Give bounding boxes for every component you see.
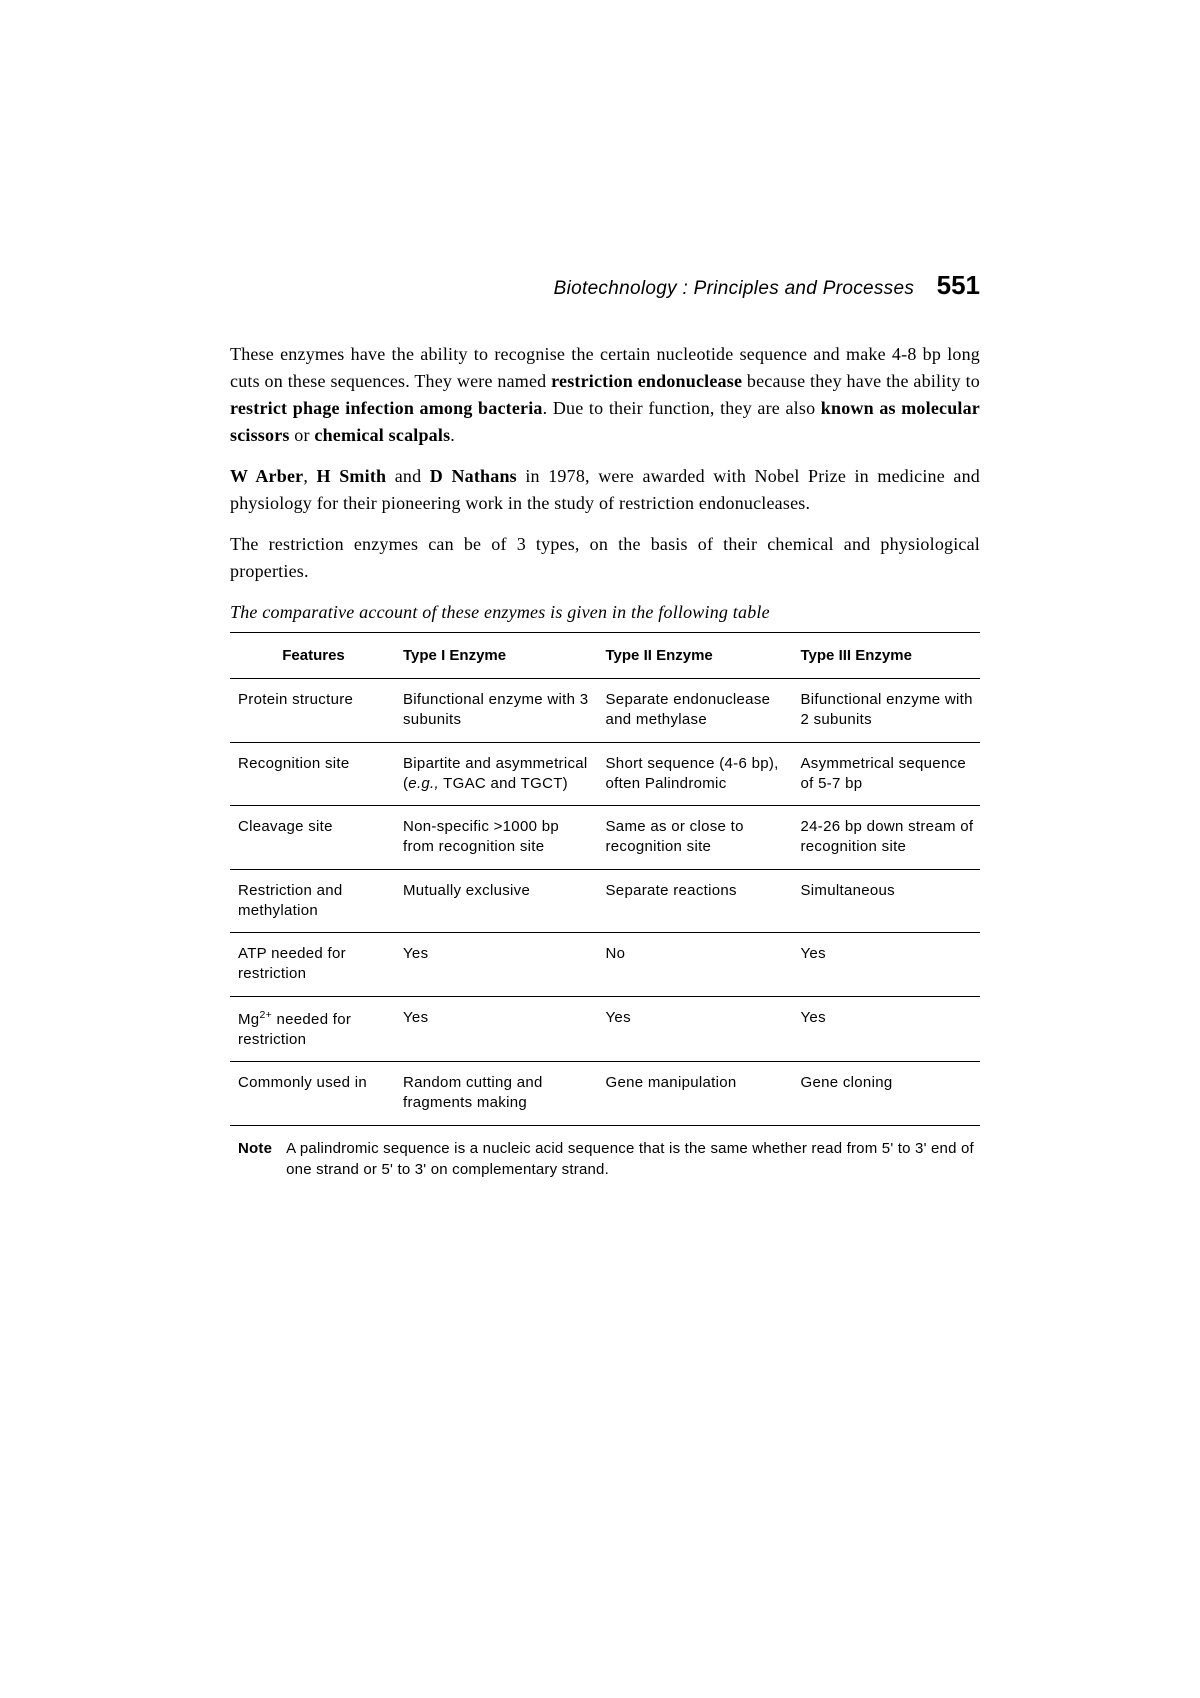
th-type1: Type I Enzyme (395, 633, 598, 679)
cell-feature: Restriction and methylation (230, 869, 395, 933)
note-text: A palindromic sequence is a nucleic acid… (286, 1138, 980, 1180)
page-header: Biotechnology : Principles and Processes… (230, 270, 980, 301)
p2-bold3: D Nathans (430, 466, 517, 486)
cell-feature: Cleavage site (230, 806, 395, 870)
table-row: Cleavage site Non-specific >1000 bp from… (230, 806, 980, 870)
cell-type3: Simultaneous (793, 869, 981, 933)
p2-bold1: W Arber (230, 466, 303, 486)
cell-type3: Yes (793, 996, 981, 1062)
cell-type1: Bifunctional enzyme with 3 subunits (395, 679, 598, 743)
th-type3: Type III Enzyme (793, 633, 981, 679)
cell-feature: ATP needed for restriction (230, 933, 395, 997)
table-row: Protein structure Bifunctional enzyme wi… (230, 679, 980, 743)
cell-type1: Bipartite and asymmetrical (e.g., TGAC a… (395, 742, 598, 806)
cell-feature: Protein structure (230, 679, 395, 743)
p1-bold1: restriction endonuclease (551, 371, 742, 391)
p1-bold4: chemical scalpals (314, 425, 450, 445)
cell-type3: 24-26 bp down stream of recognition site (793, 806, 981, 870)
th-features: Features (230, 633, 395, 679)
cell-type2: Separate endonuclease and methylase (598, 679, 793, 743)
cell-type3: Gene cloning (793, 1062, 981, 1126)
cell-type3: Bifunctional enzyme with 2 subunits (793, 679, 981, 743)
cell-type3: Yes (793, 933, 981, 997)
th-type2: Type II Enzyme (598, 633, 793, 679)
paragraph-2: W Arber, H Smith and D Nathans in 1978, … (230, 463, 980, 517)
table-row: Commonly used in Random cutting and frag… (230, 1062, 980, 1126)
cell-type1: Random cutting and fragments making (395, 1062, 598, 1126)
cell-type2: Short sequence (4-6 bp), often Palindrom… (598, 742, 793, 806)
table-caption: The comparative account of these enzymes… (230, 599, 980, 626)
table-header: Features Type I Enzyme Type II Enzyme Ty… (230, 633, 980, 679)
table-row: Recognition site Bipartite and asymmetri… (230, 742, 980, 806)
cell-type1: Yes (395, 996, 598, 1062)
table-row: ATP needed for restriction Yes No Yes (230, 933, 980, 997)
p2-bold2: H Smith (317, 466, 387, 486)
cell-type1: Non-specific >1000 bp from recognition s… (395, 806, 598, 870)
cell-feature: Recognition site (230, 742, 395, 806)
note-section: Note A palindromic sequence is a nucleic… (230, 1138, 980, 1180)
cell-type2: Separate reactions (598, 869, 793, 933)
cell-type1: Mutually exclusive (395, 869, 598, 933)
paragraph-3: The restriction enzymes can be of 3 type… (230, 531, 980, 585)
cell-type2: No (598, 933, 793, 997)
p1-text2: because they have the ability to (742, 371, 980, 391)
page-number: 551 (937, 270, 980, 300)
cell-type2: Gene manipulation (598, 1062, 793, 1126)
note-label: Note (238, 1138, 272, 1180)
cell-type3: Asymmetrical sequence of 5-7 bp (793, 742, 981, 806)
table-row: Restriction and methylation Mutually exc… (230, 869, 980, 933)
p2-text2: and (386, 466, 430, 486)
cell-type2: Yes (598, 996, 793, 1062)
enzyme-comparison-table: Features Type I Enzyme Type II Enzyme Ty… (230, 632, 980, 1126)
p1-bold2: restrict phage infection among bacteria (230, 398, 543, 418)
header-title: Biotechnology : Principles and Processes (554, 278, 915, 299)
paragraph-1: These enzymes have the ability to recogn… (230, 341, 980, 449)
cell-feature: Mg2+ needed for restriction (230, 996, 395, 1062)
p1-text3: . Due to their function, they are also (543, 398, 821, 418)
cell-type2: Same as or close to recognition site (598, 806, 793, 870)
p1-text5: . (450, 425, 455, 445)
table-row: Mg2+ needed for restriction Yes Yes Yes (230, 996, 980, 1062)
p2-text1: , (303, 466, 316, 486)
cell-type1: Yes (395, 933, 598, 997)
table-header-row: Features Type I Enzyme Type II Enzyme Ty… (230, 633, 980, 679)
p1-text4: or (290, 425, 315, 445)
cell-feature: Commonly used in (230, 1062, 395, 1126)
table-body: Protein structure Bifunctional enzyme wi… (230, 679, 980, 1126)
